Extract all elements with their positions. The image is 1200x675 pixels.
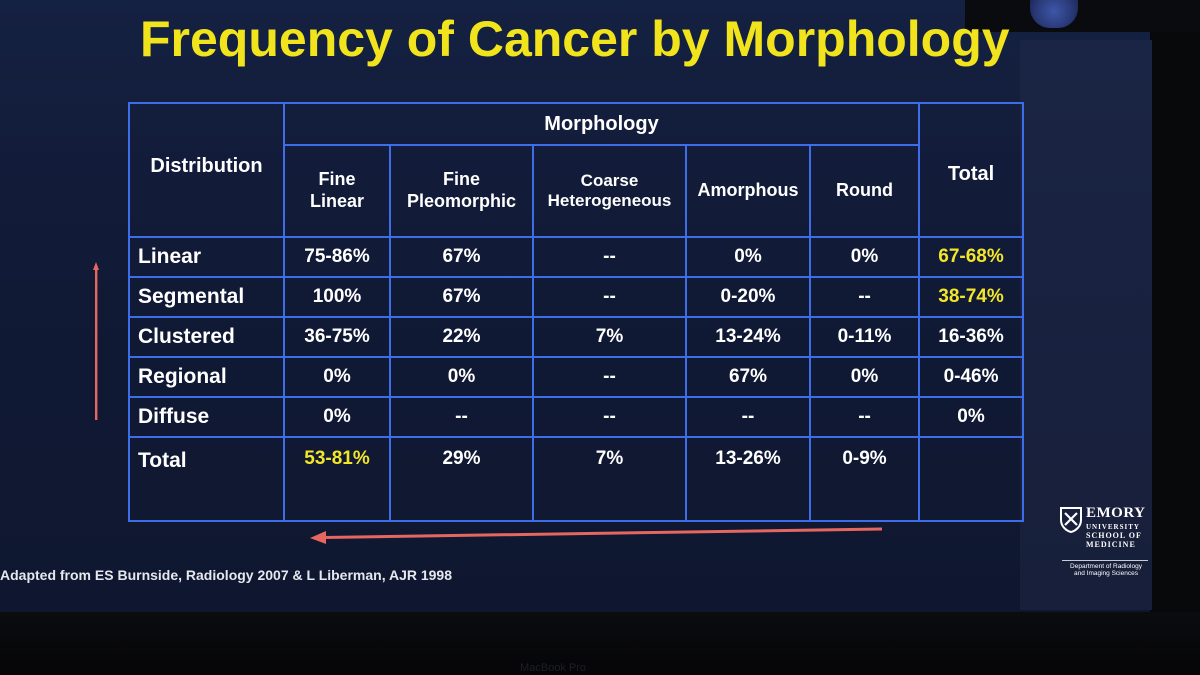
row-label: Segmental (128, 276, 285, 318)
row-total-cell: 0-46% (918, 356, 1025, 398)
logo-divider (1062, 560, 1148, 561)
table-cell: 0% (283, 396, 391, 438)
table-cell: 67% (389, 276, 534, 318)
emory-logo: EMORY UNIVERSITY SCHOOL OF MEDICINE Depa… (1060, 505, 1152, 595)
table-row: Segmental 100% 67% -- 0-20% -- 38-74% (128, 276, 1025, 318)
table-cell: -- (808, 276, 921, 318)
table-cell: -- (389, 396, 534, 438)
table-cell: 0-9% (808, 436, 921, 522)
left-arrow-icon (310, 527, 882, 544)
table-cell: 67% (685, 356, 811, 398)
table-row: Clustered 36-75% 22% 7% 13-24% 0-11% 16-… (128, 316, 1025, 358)
slide-right-edge (1020, 40, 1152, 610)
table-cell: 29% (389, 436, 534, 522)
logo-name: EMORY (1086, 505, 1146, 521)
table-cell: 13-26% (685, 436, 811, 522)
row-total-cell (918, 436, 1025, 522)
up-arrow-icon (93, 262, 99, 420)
row-label: Diffuse (128, 396, 285, 438)
logo-department-line: Department of Radiology (1070, 563, 1142, 570)
logo-subtitle: UNIVERSITY SCHOOL OF MEDICINE (1086, 523, 1150, 549)
column-header: Coarse Heterogeneous (532, 144, 687, 238)
corner-object (1030, 0, 1078, 28)
row-total-cell: 67-68% (918, 236, 1025, 278)
header-row-1: Distribution Morphology Total (128, 102, 1025, 238)
table-cell: -- (532, 236, 687, 278)
column-header: Fine Linear (283, 144, 391, 238)
morphology-header: Morphology (282, 102, 921, 146)
header-row-2: Fine Linear Fine Pleomorphic Coarse Hete… (129, 144, 1023, 238)
device-label: MacBook Pro (520, 662, 587, 674)
table-cell: 7% (532, 316, 687, 358)
table-cell: 67% (389, 236, 534, 278)
row-total-cell: 16-36% (918, 316, 1025, 358)
row-total-cell: 38-74% (918, 276, 1025, 318)
table-row: Diffuse 0% -- -- -- -- 0% (128, 396, 1025, 438)
table-cell: 0% (283, 356, 391, 398)
table-cell: 100% (283, 276, 391, 318)
column-header: Round (808, 144, 921, 238)
logo-subtitle-line: UNIVERSITY (1086, 523, 1140, 531)
laptop-bezel (0, 612, 1200, 675)
row-total-cell: 0% (918, 396, 1025, 438)
logo-department: Department of Radiology and Imaging Scie… (1062, 563, 1150, 578)
row-label: Clustered (128, 316, 285, 358)
distribution-header: Distribution (128, 102, 285, 238)
row-label: Regional (128, 356, 285, 398)
table-cell: 36-75% (283, 316, 391, 358)
table-cell: 0-11% (808, 316, 921, 358)
citation-text: Adapted from ES Burnside, Radiology 2007… (0, 567, 453, 583)
table-cell: 0% (685, 236, 811, 278)
logo-subtitle-line: SCHOOL OF (1086, 531, 1142, 541)
table-row-total: Total 53-81% 29% 7% 13-26% 0-9% (128, 436, 1025, 522)
table-cell: 53-81% (283, 436, 391, 522)
column-header: Amorphous (685, 144, 811, 238)
table-cell: 7% (532, 436, 687, 522)
row-label: Total (128, 436, 285, 522)
table-cell: -- (532, 396, 687, 438)
table-cell: -- (685, 396, 811, 438)
slide-title: Frequency of Cancer by Morphology (140, 11, 1010, 67)
table-cell: 13-24% (685, 316, 811, 358)
table-row: Linear 75-86% 67% -- 0% 0% 67-68% (128, 236, 1025, 278)
shield-icon (1060, 507, 1082, 533)
logo-department-line: and Imaging Sciences (1074, 570, 1138, 578)
table-row: Regional 0% 0% -- 67% 0% 0-46% (128, 356, 1025, 398)
table-cell: 0-20% (685, 276, 811, 318)
morphology-table: Distribution Morphology Total Fine Linea… (128, 102, 1025, 522)
table-cell: 75-86% (283, 236, 391, 278)
table-cell: 0% (808, 356, 921, 398)
logo-subtitle-line: MEDICINE (1086, 540, 1136, 550)
table-cell: -- (532, 356, 687, 398)
table-cell: 22% (389, 316, 534, 358)
row-label: Linear (128, 236, 285, 278)
table-cell: 0% (808, 236, 921, 278)
total-column-header: Total (918, 102, 1025, 238)
table-cell: -- (532, 276, 687, 318)
column-header: Fine Pleomorphic (389, 144, 534, 238)
table-cell: 0% (389, 356, 534, 398)
table-cell: -- (808, 396, 921, 438)
background-dark-region (965, 0, 1200, 32)
